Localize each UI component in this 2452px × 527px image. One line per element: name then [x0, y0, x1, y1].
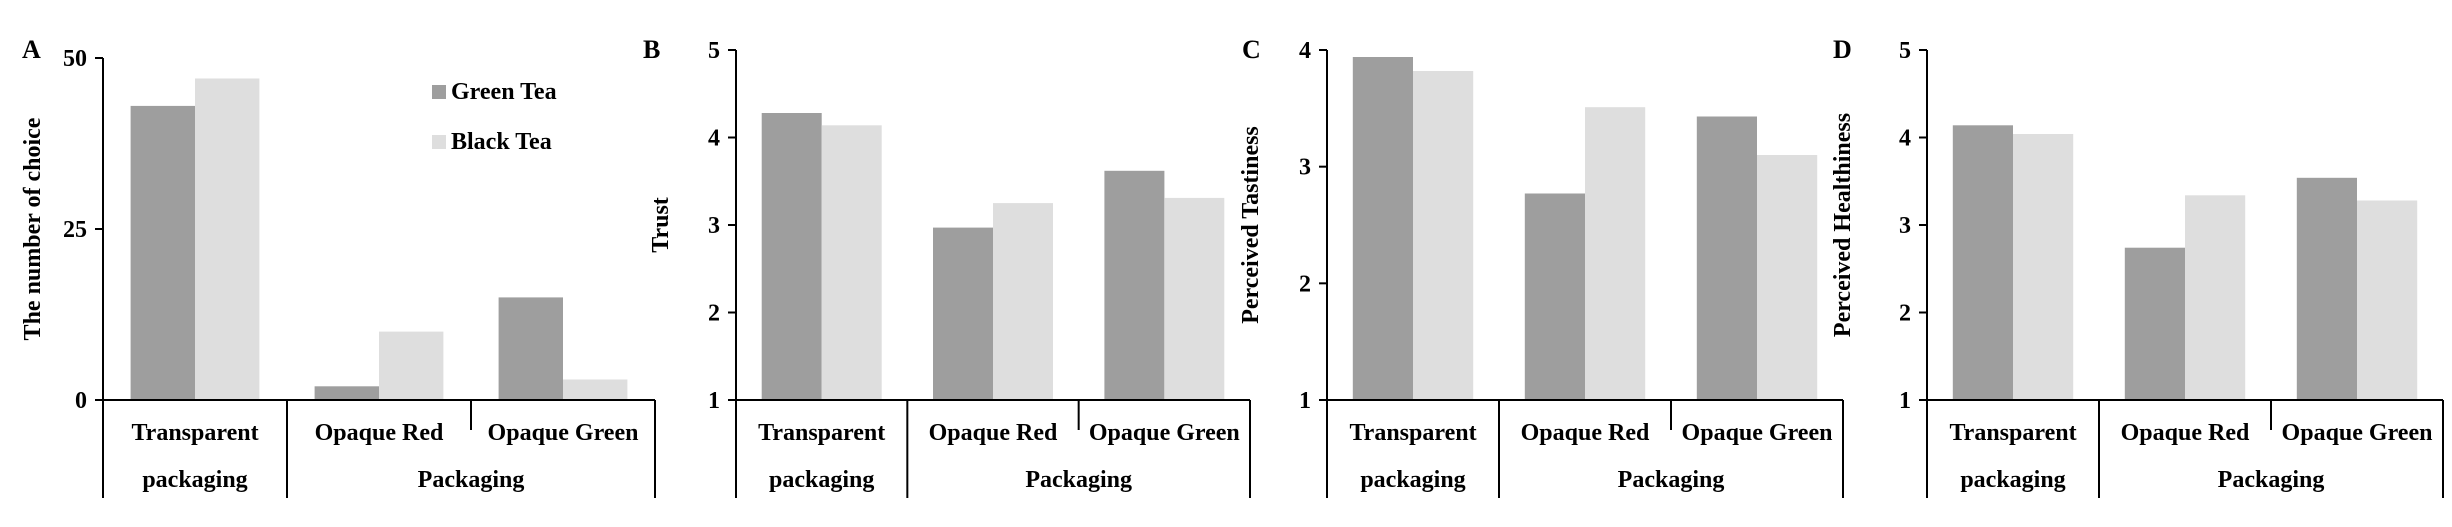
bar-black-tea-3 [2357, 200, 2418, 400]
bar-green-tea-3 [1104, 170, 1165, 401]
bar-black-tea-3 [1757, 155, 1818, 400]
bar-green-tea-2 [1524, 193, 1585, 400]
bar-green-tea-1 [761, 113, 822, 400]
x-axis-title: Packaging [1618, 467, 1725, 493]
x-category-label: Transparent [758, 420, 885, 446]
chart-panel-a: A 0 25 50 The number of choice Transparent pac… [20, 35, 656, 498]
panel-letter: A [22, 35, 41, 64]
bar-green-tea-3 [2296, 177, 2357, 401]
x-category-label: packaging [769, 467, 874, 493]
bar-green-tea-3 [1696, 116, 1757, 400]
y-axis-title: Perceived Tastiness [1238, 126, 1264, 324]
x-category-label: packaging [142, 467, 247, 493]
y-tick-label: 25 [63, 217, 87, 243]
x-category-label: Opaque Green [1089, 420, 1240, 446]
bar-green-tea-1 [1352, 57, 1413, 400]
bar-black-tea-1 [821, 125, 882, 401]
x-category-label: Opaque Red [929, 420, 1058, 446]
x-axis-title: Packaging [418, 467, 525, 493]
y-tick-label: 2 [1899, 301, 1911, 327]
legend-label: Green Tea [451, 79, 557, 105]
x-category-label: Transparent [1949, 420, 2076, 446]
panel-letter: B [643, 35, 660, 64]
chart-panel-d: D 1 2 3 4 5 Perceived Healthiness Transparent pa… [1830, 35, 2444, 498]
legend-swatch [432, 135, 446, 149]
chart-panel-b: B 1 2 3 4 5 Trust Transparent packaging Opaque Re… [643, 35, 1251, 498]
panel-letter: C [1242, 35, 1261, 64]
bar-black-tea-2 [993, 203, 1053, 400]
panel-letter: D [1833, 35, 1852, 64]
x-category-label: packaging [1960, 467, 2065, 493]
legend: Green Tea Black Tea [432, 79, 557, 155]
y-tick-label: 4 [708, 126, 720, 152]
y-tick-label: 5 [708, 38, 720, 64]
bar-black-tea-1 [195, 78, 260, 400]
y-tick-label: 2 [708, 301, 720, 327]
y-tick-label: 3 [1299, 155, 1311, 181]
bar-black-tea-3 [1164, 197, 1225, 400]
y-tick-label: 3 [1899, 213, 1911, 239]
bar-black-tea-2 [379, 331, 444, 400]
y-tick-label: 50 [63, 46, 87, 72]
bar-black-tea-1 [1413, 71, 1474, 400]
y-tick-label: 1 [1899, 388, 1911, 414]
x-category-label: packaging [1360, 467, 1465, 493]
bar-green-tea-1 [130, 105, 195, 401]
x-axis-title: Packaging [1025, 467, 1132, 493]
bar-green-tea-2 [2124, 247, 2185, 400]
y-tick-label: 3 [708, 213, 720, 239]
bar-black-tea-2 [2185, 195, 2246, 401]
bar-green-tea-2 [314, 386, 379, 400]
x-axis-title: Packaging [2218, 467, 2325, 493]
x-category-label: Opaque Red [315, 420, 444, 446]
bar-black-tea-1 [2013, 134, 2074, 400]
y-axis-title: Trust [648, 197, 674, 253]
y-tick-label: 1 [708, 388, 720, 414]
legend-label: Black Tea [451, 129, 552, 155]
x-category-label: Transparent [1349, 420, 1476, 446]
x-category-label: Opaque Green [488, 420, 639, 446]
bar-green-tea-3 [498, 297, 563, 400]
bar-black-tea-2 [1585, 107, 1646, 400]
y-axis-title: Perceived Healthiness [1830, 113, 1856, 337]
chart-panel-c: C 1 2 3 4 Perceived Tastiness Transparent packa… [1238, 35, 1844, 498]
bar-black-tea-3 [563, 379, 628, 400]
bar-green-tea-1 [1952, 125, 2013, 401]
y-tick-label: 2 [1299, 271, 1311, 297]
y-tick-label: 1 [1299, 388, 1311, 414]
y-tick-label: 0 [75, 388, 87, 414]
y-axis-title: The number of choice [20, 117, 46, 340]
y-tick-label: 5 [1899, 38, 1911, 64]
bar-green-tea-2 [933, 227, 993, 400]
x-category-label: Transparent [131, 420, 258, 446]
x-category-label: Opaque Green [1682, 420, 1833, 446]
x-category-label: Opaque Red [1521, 420, 1650, 446]
legend-swatch [432, 85, 446, 99]
x-category-label: Opaque Red [2121, 420, 2250, 446]
y-tick-label: 4 [1299, 38, 1311, 64]
x-category-label: Opaque Green [2282, 420, 2433, 446]
y-tick-label: 4 [1899, 126, 1911, 152]
